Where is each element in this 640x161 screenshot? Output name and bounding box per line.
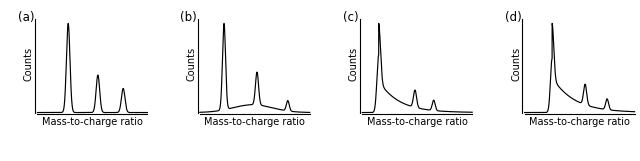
Text: (d): (d) (505, 11, 522, 24)
Y-axis label: Counts: Counts (349, 47, 358, 81)
Y-axis label: Counts: Counts (511, 47, 521, 81)
X-axis label: Mass-to-charge ratio: Mass-to-charge ratio (367, 117, 468, 127)
X-axis label: Mass-to-charge ratio: Mass-to-charge ratio (42, 117, 143, 127)
X-axis label: Mass-to-charge ratio: Mass-to-charge ratio (204, 117, 305, 127)
Y-axis label: Counts: Counts (24, 47, 34, 81)
Text: (c): (c) (343, 11, 358, 24)
Text: (a): (a) (18, 11, 35, 24)
Y-axis label: Counts: Counts (186, 47, 196, 81)
X-axis label: Mass-to-charge ratio: Mass-to-charge ratio (529, 117, 630, 127)
Text: (b): (b) (180, 11, 197, 24)
